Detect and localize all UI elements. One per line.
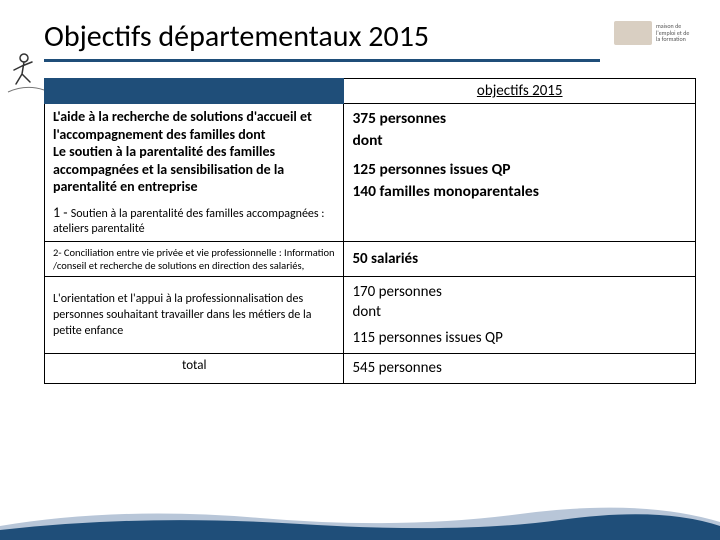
row3-right-line1: 170 personnes: [352, 282, 687, 302]
footer-band: [0, 496, 720, 540]
page-title: Objectifs départementaux 2015: [44, 18, 600, 55]
table-row: 2- Conciliation entre vie privée et vie …: [45, 241, 696, 276]
table-row: L'orientation et l'appui à la profession…: [45, 276, 696, 354]
row2-left: 2- Conciliation entre vie privée et vie …: [53, 246, 335, 272]
logo: maison de l'emploi et de la formation: [614, 10, 704, 56]
row3-right-line2: dont: [352, 302, 687, 322]
table-row: total 545 personnes: [45, 354, 696, 383]
row1-right-line3: 125 personnes issues QP: [352, 159, 687, 181]
row3-left: L'orientation et l'appui à la profession…: [53, 292, 312, 338]
logo-line3: la formation: [656, 36, 689, 43]
row1-sub1-prefix: 1 -: [53, 204, 71, 221]
table-header-empty: [45, 79, 344, 104]
row1-right-line2: dont: [352, 130, 687, 152]
person-running-icon: [6, 50, 46, 100]
row1-right-line1: 375 personnes: [352, 108, 687, 130]
objectives-table: objectifs 2015 L'aide à la recherche de …: [44, 78, 696, 384]
row2-right: 50 salariés: [352, 250, 418, 268]
row1-left-main: L'aide à la recherche de solutions d'acc…: [53, 108, 312, 195]
table-header-objectifs: objectifs 2015: [344, 79, 696, 104]
table-row: L'aide à la recherche de solutions d'acc…: [45, 104, 696, 200]
row-total-right: 545 personnes: [352, 359, 441, 377]
row1-right-line4: 140 familles monoparentales: [352, 181, 687, 203]
row-total-left: total: [182, 358, 207, 373]
row3-right-line3: 115 personnes issues QP: [352, 328, 687, 348]
title-underline: [44, 59, 600, 62]
row1-sub1-rest: Soutien à la parentalité des familles ac…: [53, 207, 325, 236]
